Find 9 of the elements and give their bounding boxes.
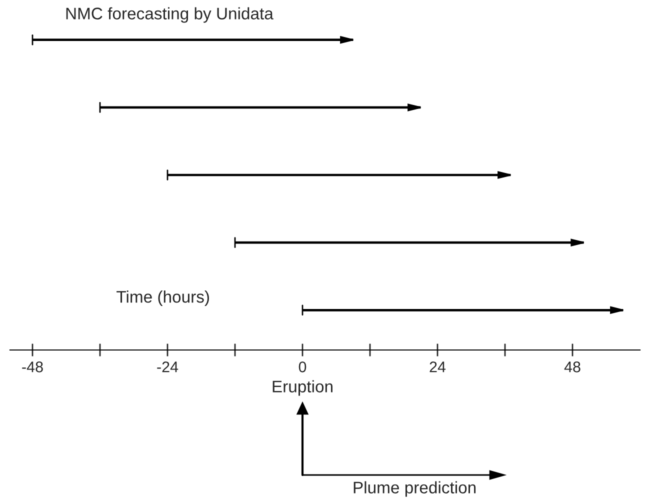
x-tick-label: 0 [298,362,306,372]
text: Eruption [272,380,332,396]
chart-title: NMC forecasting by Unidata [66,7,274,23]
text: Plume prediction [354,481,476,497]
x-tick-label: 48 [564,362,580,372]
x-tick-label: -48 [22,362,43,372]
x-tick-label: 24 [430,362,446,372]
x-tick-label: -24 [157,362,178,372]
x-axis-title: Time (hours) [116,290,209,306]
